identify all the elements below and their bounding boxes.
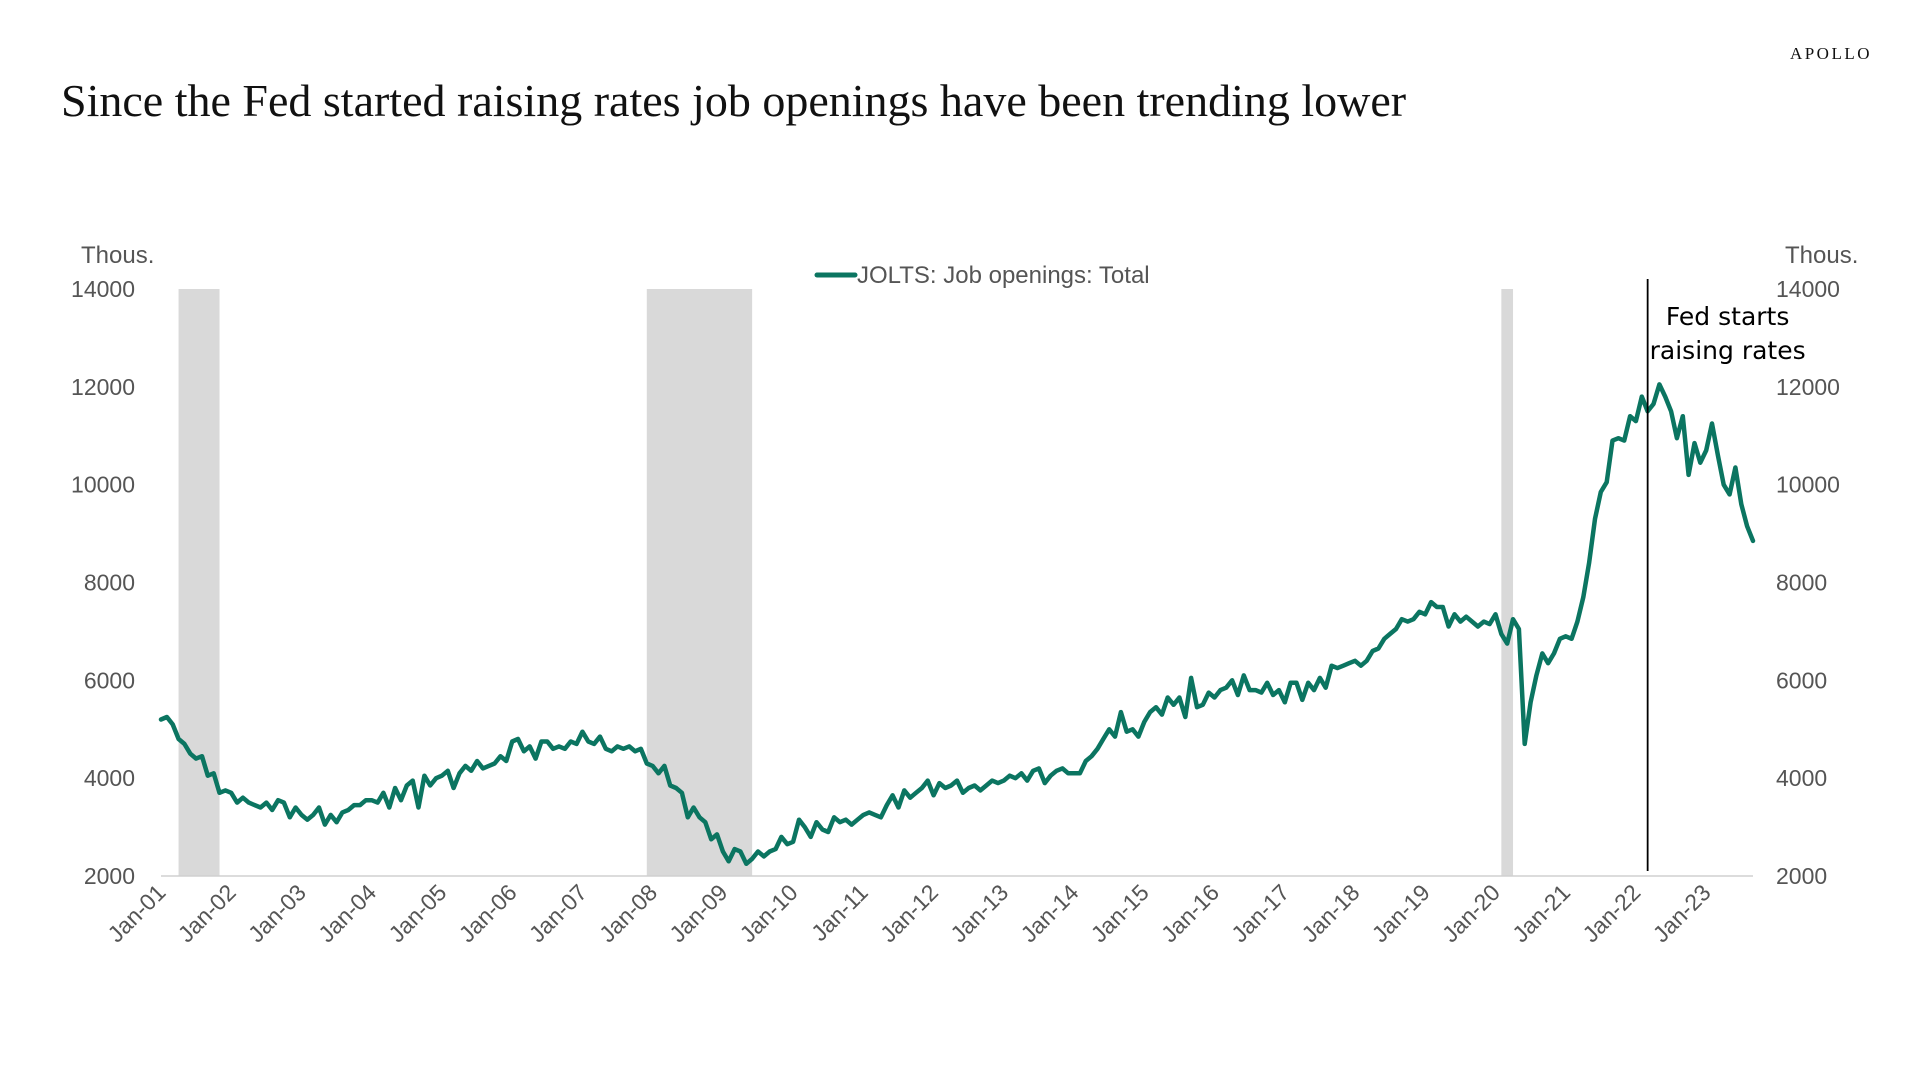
x-tick-jan-21: Jan-21 [1507,879,1575,947]
y-tick-left-8000: 8000 [84,570,135,596]
legend-label: JOLTS: Job openings: Total [857,262,1150,289]
y-axis-right-unit: Thous. [1785,242,1858,269]
legend: JOLTS: Job openings: Total [814,262,1150,289]
x-tick-jan-11: Jan-11 [806,879,873,946]
y-tick-right-2000: 2000 [1776,863,1827,889]
x-tick-jan-05: Jan-05 [383,879,451,947]
recession-band-2 [646,289,753,876]
x-tick-jan-13: Jan-13 [945,879,1013,947]
y-tick-left-4000: 4000 [84,765,135,791]
x-tick-jan-12: Jan-12 [875,879,943,947]
x-axis: Jan-01 Jan-02 Jan-03 Jan-04 Jan-05 Jan-06 Jan-… [102,879,1715,947]
x-tick-jan-18: Jan-18 [1296,879,1364,947]
y-axis-left-unit: Thous. [81,242,154,269]
x-tick-jan-10: Jan-10 [735,879,803,947]
fed-annotation-line-1: Fed starts [1666,302,1789,331]
y-tick-right-14000: 14000 [1776,276,1840,302]
x-tick-jan-08: Jan-08 [594,879,662,947]
x-tick-jan-16: Jan-16 [1156,879,1224,947]
chart-title: Since the Fed started raising rates job … [61,75,1407,126]
x-tick-jan-03: Jan-03 [243,879,311,947]
y-tick-left-14000: 14000 [71,276,135,302]
x-tick-jan-02: Jan-02 [173,879,241,947]
apollo-logo: APOLLO [1789,44,1872,63]
series-line-job-openings [158,382,1756,867]
y-axis-left: 2000 4000 6000 8000 10000 12000 14000 [71,276,135,889]
y-tick-right-6000: 6000 [1776,667,1827,693]
x-tick-jan-20: Jan-20 [1437,879,1505,947]
y-tick-left-6000: 6000 [84,667,135,693]
x-tick-jan-01: Jan-01 [102,879,170,947]
x-tick-jan-09: Jan-09 [664,879,732,947]
y-tick-left-10000: 10000 [71,472,135,498]
x-tick-jan-17: Jan-17 [1226,879,1294,947]
y-tick-right-10000: 10000 [1776,472,1840,498]
recession-bands [178,289,1514,876]
x-tick-jan-15: Jan-15 [1086,879,1154,947]
y-axis-right: 2000 4000 6000 8000 10000 12000 14000 [1776,276,1840,889]
y-tick-left-12000: 12000 [71,374,135,400]
x-tick-jan-06: Jan-06 [454,879,522,947]
x-tick-jan-22: Jan-22 [1577,879,1645,947]
x-tick-jan-19: Jan-19 [1367,879,1435,947]
x-tick-jan-07: Jan-07 [524,879,592,947]
y-tick-right-4000: 4000 [1776,765,1827,791]
y-tick-right-12000: 12000 [1776,374,1840,400]
x-tick-jan-23: Jan-23 [1648,879,1716,947]
y-tick-right-8000: 8000 [1776,570,1827,596]
x-tick-jan-04: Jan-04 [313,879,381,947]
recession-band-3 [1501,289,1514,876]
x-tick-jan-14: Jan-14 [1015,879,1083,947]
y-tick-left-2000: 2000 [84,863,135,889]
fed-annotation-line-2: raising rates [1650,336,1806,365]
recession-band-1 [178,289,220,876]
